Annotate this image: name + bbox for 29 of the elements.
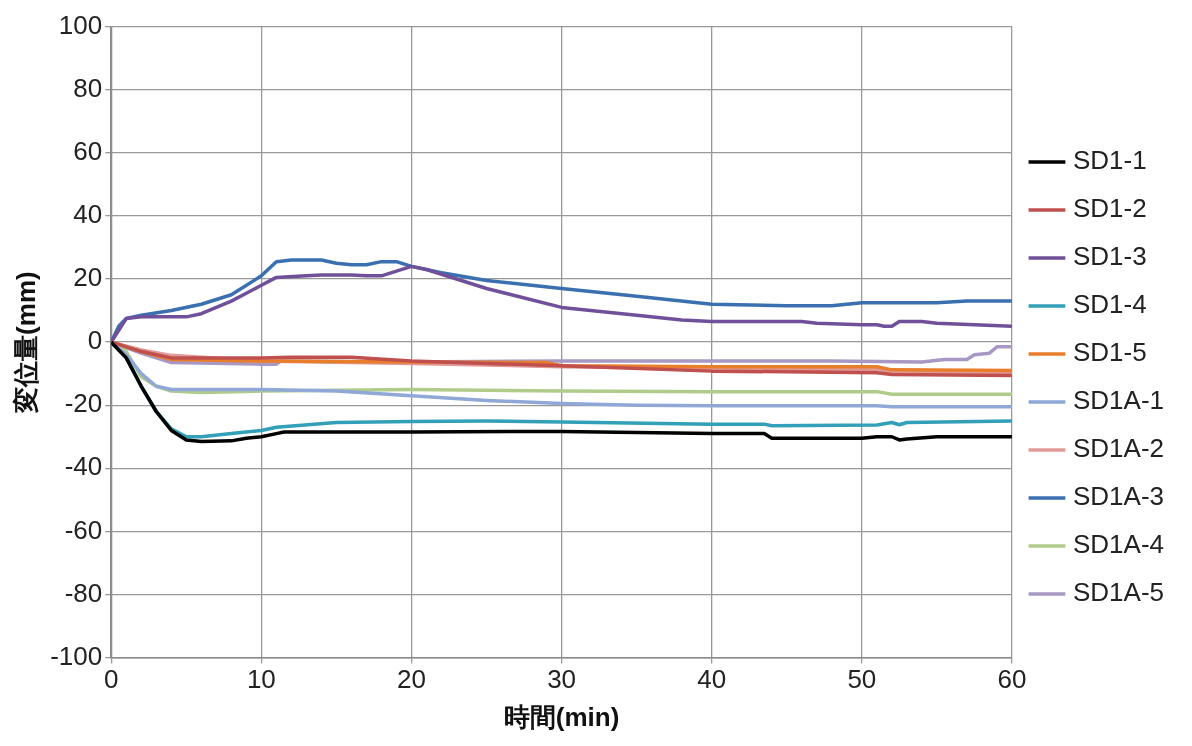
legend-label: SD1A-2 <box>1072 433 1165 464</box>
y-tick-label: -100 <box>50 640 103 671</box>
x-tick-label: 30 <box>547 664 577 695</box>
legend-label: SD1A-3 <box>1072 481 1165 512</box>
x-tick-label: 40 <box>697 664 727 695</box>
legend-label: SD1-1 <box>1072 145 1147 176</box>
legend-label: SD1-4 <box>1072 289 1147 320</box>
legend-label: SD1-5 <box>1072 337 1147 368</box>
legend-label: SD1A-1 <box>1072 385 1165 416</box>
y-tick-label: -60 <box>64 514 103 545</box>
legend-label: SD1-2 <box>1072 193 1147 224</box>
y-tick-label: 0 <box>87 325 103 356</box>
y-tick-label: 40 <box>73 199 103 230</box>
y-tick-label: 100 <box>58 9 103 40</box>
x-axis-title: 時間(min) <box>503 701 620 732</box>
y-tick-label: 60 <box>73 135 103 166</box>
y-axis-title: 変位量(mm) <box>10 271 41 414</box>
y-tick-label: -20 <box>64 388 103 419</box>
y-tick-label: 80 <box>73 72 103 103</box>
y-tick-label: -80 <box>64 577 103 608</box>
y-tick-label: 20 <box>73 262 103 293</box>
y-tick-label: -40 <box>64 451 103 482</box>
x-tick-label: 20 <box>397 664 426 695</box>
legend-label: SD1A-4 <box>1072 529 1165 560</box>
x-tick-label: 60 <box>997 664 1027 695</box>
x-tick-label: 10 <box>246 664 276 695</box>
legend-label: SD1-3 <box>1072 241 1147 272</box>
legend-label: SD1A-5 <box>1072 577 1165 608</box>
x-tick-label: 50 <box>847 664 877 695</box>
